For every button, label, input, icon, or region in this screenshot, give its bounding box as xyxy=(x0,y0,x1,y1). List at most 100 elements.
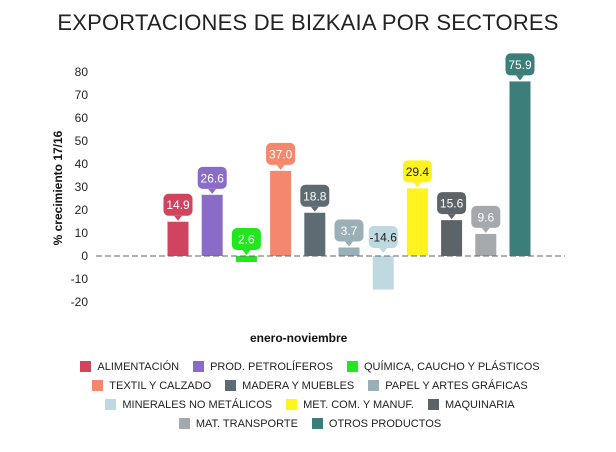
data-label-6: -14.6 xyxy=(368,226,398,253)
data-label-pointer xyxy=(447,214,456,220)
data-label-8: 15.6 xyxy=(437,192,467,220)
data-label-text: 18.8 xyxy=(303,189,327,203)
data-label-text: 14.9 xyxy=(166,198,190,212)
legend-item: MAQUINARIA xyxy=(427,398,515,411)
data-label-box xyxy=(334,219,364,242)
data-label-9: 9.6 xyxy=(471,205,501,233)
data-label-pointer xyxy=(174,215,182,221)
bar-7 xyxy=(406,188,428,256)
legend-item: MET. COM. Y MANUF. xyxy=(286,399,414,411)
legend-label: ALIMENTACIÓN xyxy=(97,360,180,373)
bar-3 xyxy=(270,170,292,256)
y-tick-label: 80 xyxy=(75,65,89,79)
y-tick-label: 10 xyxy=(75,226,89,240)
legend-item: MADERA Y MUEBLES xyxy=(225,380,354,392)
data-label-box xyxy=(368,226,398,248)
y-tick-label: 40 xyxy=(75,157,89,171)
bar-10 xyxy=(509,81,531,257)
data-label-box xyxy=(437,192,467,215)
legend-swatch xyxy=(178,418,190,429)
legend-swatch xyxy=(368,380,380,391)
data-label-pointer xyxy=(242,250,251,255)
data-label-0: 14.9 xyxy=(163,193,193,221)
legend: ALIMENTACIÓN PROD. PETROLÍFEROS QUÍMICA, C… xyxy=(40,357,580,433)
data-label-text: 37.0 xyxy=(269,147,293,161)
legend-swatch xyxy=(193,361,205,372)
bar-1 xyxy=(201,194,223,256)
y-tick-label: 70 xyxy=(75,88,89,102)
data-label-text: 26.6 xyxy=(201,171,225,185)
legend-swatch xyxy=(105,399,117,410)
bar-4 xyxy=(304,212,326,256)
bar-0 xyxy=(167,221,189,256)
legend-label: PAPEL Y ARTES GRÁFICAS xyxy=(385,379,528,392)
legend-item: PROD. PETROLÍFEROS xyxy=(193,361,333,373)
data-label-10: 75.9 xyxy=(505,53,535,81)
data-label-text: 3.7 xyxy=(341,224,358,238)
legend-swatch xyxy=(286,399,298,410)
bar-8 xyxy=(441,220,463,256)
bar-5 xyxy=(338,247,360,256)
data-label-pointer xyxy=(516,75,524,81)
data-label-box xyxy=(266,142,296,165)
legend-label: TEXTIL Y CALZADO xyxy=(109,379,212,392)
y-tick-label: -10 xyxy=(71,272,89,286)
legend-item: ALIMENTACIÓN xyxy=(80,361,179,373)
data-label-box xyxy=(231,228,261,250)
data-label-pointer xyxy=(379,248,388,253)
legend-swatch xyxy=(311,418,323,429)
legend-row: MINERALES NO METÁLICOS MET. COM. Y MANUF.… xyxy=(40,395,580,414)
legend-row: ALIMENTACIÓN PROD. PETROLÍFEROS QUÍMICA, C… xyxy=(40,357,580,376)
data-label-text: 2.6 xyxy=(238,233,255,247)
legend-item: OTROS PRODUCTOS xyxy=(311,417,442,430)
y-axis-label: % crecimiento 17/16 xyxy=(51,130,65,246)
chart-title: EXPORTACIONES DE BIZKAIA POR SECTORES xyxy=(57,10,559,35)
y-tick-label: 0 xyxy=(81,249,88,263)
legend-label: MAQUINARIA xyxy=(444,398,515,411)
data-label-text: 9.6 xyxy=(477,210,494,224)
legend-label: MADERA Y MUEBLES xyxy=(242,379,355,392)
data-label-4: 18.8 xyxy=(300,184,330,212)
legend-swatch xyxy=(92,380,104,391)
legend-swatch xyxy=(80,361,92,372)
legend-item: PAPEL Y ARTES GRÁFICAS xyxy=(368,379,528,392)
data-label-pointer xyxy=(310,206,319,212)
legend-row: MAT. TRANSPORTE OTROS PRODUCTOS xyxy=(40,414,580,433)
data-label-pointer xyxy=(481,227,490,233)
data-label-7: 29.4 xyxy=(402,160,432,188)
legend-label: OTROS PRODUCTOS xyxy=(328,417,442,430)
legend-label: MET. COM. Y MANUF. xyxy=(303,398,414,411)
data-label-text: -14.6 xyxy=(370,231,398,245)
data-label-box xyxy=(163,193,193,216)
y-tick-label: 30 xyxy=(75,180,89,194)
data-label-box xyxy=(300,184,330,207)
legend-label: QUÍMICA, CAUCHO Y PLÁSTICOS xyxy=(363,360,540,373)
legend-row: TEXTIL Y CALZADO MADERA Y MUEBLES PAPEL Y … xyxy=(40,376,580,395)
y-tick-label: 50 xyxy=(75,134,89,148)
data-label-5: 3.7 xyxy=(334,219,364,247)
data-label-2: 2.6 xyxy=(231,228,261,255)
y-tick-label: 20 xyxy=(75,203,89,217)
data-label-box xyxy=(471,205,501,228)
data-label-box xyxy=(197,166,227,189)
legend-item: TEXTIL Y CALZADO xyxy=(92,380,211,392)
y-tick-label: -20 xyxy=(71,295,89,309)
data-label-pointer xyxy=(276,164,285,170)
legend-item: QUÍMICA, CAUCHO Y PLÁSTICOS xyxy=(346,360,540,373)
data-label-box xyxy=(402,160,432,183)
data-label-1: 26.6 xyxy=(197,166,227,194)
data-label-text: 15.6 xyxy=(440,197,464,211)
legend-label: MAT. TRANSPORTE xyxy=(195,417,298,430)
y-tick-label: 60 xyxy=(75,111,89,125)
data-labels: 14.9 26.6 2.6 37.0 18.8 3.7 -14.6 29.4 15.6 9.6 75… xyxy=(163,53,535,255)
legend-swatch xyxy=(427,399,439,410)
legend-label: MINERALES NO METÁLICOS xyxy=(122,398,273,411)
x-axis-label: enero-noviembre xyxy=(250,331,348,345)
data-label-box xyxy=(505,53,535,76)
bar-2 xyxy=(235,256,257,262)
data-label-pointer xyxy=(208,188,217,194)
data-label-pointer xyxy=(345,241,353,247)
legend-swatch xyxy=(225,380,237,391)
data-label-text: 75.9 xyxy=(508,58,532,72)
